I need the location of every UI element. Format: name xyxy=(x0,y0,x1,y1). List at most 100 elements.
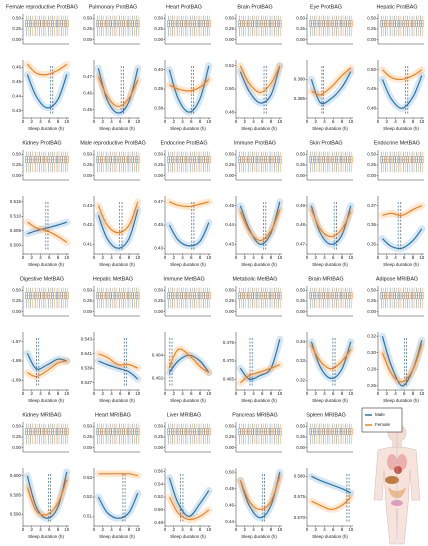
box xyxy=(315,292,318,300)
box xyxy=(204,156,207,164)
x-tick-label: 0 xyxy=(22,255,25,260)
x-tick-label: 8 xyxy=(57,391,60,396)
box xyxy=(56,20,59,28)
y-tick-label: 0.580 xyxy=(294,473,306,478)
box xyxy=(96,156,99,164)
box xyxy=(25,292,28,300)
box xyxy=(176,292,179,300)
box xyxy=(257,292,260,300)
box xyxy=(247,20,250,28)
box xyxy=(415,156,418,164)
box xyxy=(191,156,194,164)
y-tick-label: 0.56 xyxy=(154,468,163,473)
box xyxy=(111,428,114,436)
y-tick-label: -1.88 xyxy=(11,358,22,363)
box xyxy=(198,156,201,164)
box xyxy=(386,292,389,300)
y-tick-label: 0.48 xyxy=(225,109,234,114)
box xyxy=(202,156,205,164)
box xyxy=(309,428,312,436)
box xyxy=(182,156,185,164)
box xyxy=(100,20,103,28)
box xyxy=(342,20,345,28)
x-tick-label: 6 xyxy=(48,527,51,532)
box xyxy=(311,20,314,28)
x-tick-label: 4 xyxy=(252,391,255,396)
box xyxy=(273,292,276,300)
box xyxy=(262,292,265,300)
box xyxy=(331,292,334,300)
y-tick-label: 0.50 xyxy=(367,15,376,20)
box xyxy=(56,428,59,436)
box xyxy=(413,156,416,164)
box xyxy=(264,428,267,436)
box xyxy=(102,292,105,300)
box xyxy=(264,20,267,28)
y-tick-label: 0.475 xyxy=(223,340,235,345)
x-axis-label: Sleep duration (h) xyxy=(170,534,206,539)
box xyxy=(257,156,260,164)
curve xyxy=(239,65,281,104)
curve xyxy=(311,496,352,511)
x-tick-label: 8 xyxy=(270,119,273,124)
box xyxy=(320,292,323,300)
x-tick-label: 0 xyxy=(377,119,380,124)
x-axis-label: Sleep duration (h) xyxy=(99,534,135,539)
box xyxy=(60,20,63,28)
x-tick-label: 8 xyxy=(199,255,202,260)
box xyxy=(102,156,105,164)
x-tick-label: 6 xyxy=(332,119,335,124)
curve xyxy=(239,476,281,511)
x-tick-label: 2 xyxy=(244,255,247,260)
box xyxy=(386,20,389,28)
y-tick-label: 0.30 xyxy=(367,350,376,355)
x-axis-label: Sleep duration (h) xyxy=(28,534,64,539)
x-tick-label: 6 xyxy=(119,527,122,532)
box xyxy=(178,292,181,300)
box xyxy=(98,428,101,436)
y-tick-label: 0.28 xyxy=(367,366,376,371)
y-tick-label: 0.26 xyxy=(367,383,376,388)
box xyxy=(318,292,321,300)
x-tick-label: 6 xyxy=(332,255,335,260)
box xyxy=(42,156,45,164)
x-axis-label: Sleep duration (h) xyxy=(312,262,348,267)
box xyxy=(204,292,207,300)
box xyxy=(47,156,50,164)
box xyxy=(180,428,183,436)
box xyxy=(193,156,196,164)
box xyxy=(393,156,396,164)
box xyxy=(171,156,174,164)
box xyxy=(389,156,392,164)
box xyxy=(120,292,123,300)
box xyxy=(173,292,176,300)
box xyxy=(262,156,265,164)
x-tick-label: 10 xyxy=(277,527,283,532)
box xyxy=(328,156,331,164)
y-tick-label: 0.52 xyxy=(225,63,234,68)
box xyxy=(133,428,136,436)
box xyxy=(25,20,28,28)
panel: Female reproductive ProtBAG 0.50 0.25 0.00 0… xyxy=(6,4,78,131)
x-tick-label: 4 xyxy=(181,255,184,260)
box xyxy=(249,20,252,28)
box xyxy=(328,292,331,300)
box xyxy=(240,292,243,300)
box xyxy=(240,428,243,436)
curve xyxy=(26,63,68,76)
box xyxy=(253,20,256,28)
box xyxy=(275,292,278,300)
box xyxy=(105,156,108,164)
box xyxy=(315,156,318,164)
box xyxy=(340,428,343,436)
x-tick-label: 2 xyxy=(173,255,176,260)
box xyxy=(38,428,41,436)
x-tick-label: 0 xyxy=(235,119,238,124)
panel-title: Spleen MRIBAG xyxy=(306,412,346,418)
x-tick-label: 4 xyxy=(252,255,255,260)
box xyxy=(344,292,347,300)
box xyxy=(133,292,136,300)
x-tick-label: 0 xyxy=(22,119,25,124)
y-tick-label: 0.43 xyxy=(154,245,163,250)
